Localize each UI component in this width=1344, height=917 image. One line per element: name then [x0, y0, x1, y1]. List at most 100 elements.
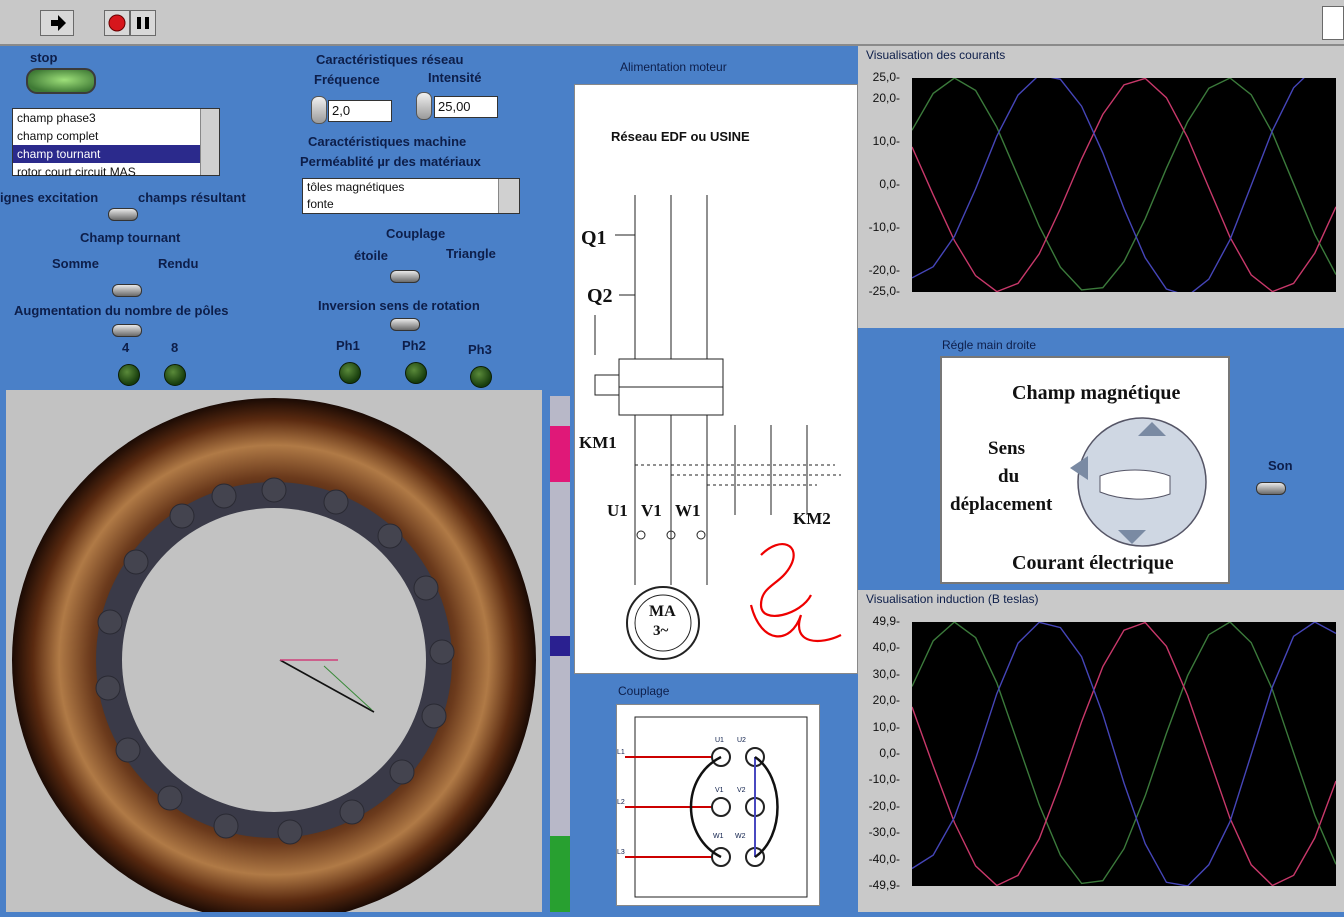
- pole-4-label: 4: [122, 340, 130, 355]
- wiring-diagram: [594, 195, 842, 660]
- ph3-label: Ph3: [468, 342, 492, 357]
- km2-label: KM2: [793, 509, 831, 528]
- ph2-label: Ph2: [402, 338, 426, 353]
- materials-scrollbar[interactable]: [498, 179, 519, 213]
- q1-label: Q1: [581, 227, 607, 249]
- run-button[interactable]: [40, 10, 74, 36]
- courant-label: Courant électrique: [1012, 552, 1174, 574]
- led-8-poles: [164, 364, 186, 386]
- regle-title: Régle main droite: [942, 338, 1037, 352]
- list-item[interactable]: tôles magnétiques: [307, 180, 405, 194]
- y-tick-label: -10,0-: [868, 772, 900, 787]
- champ-tournant-label: Champ tournant: [80, 230, 181, 245]
- series-line-1: [911, 77, 1337, 291]
- pause-icon: [137, 17, 149, 29]
- ma-label: MA: [649, 603, 676, 620]
- series-line-2: [911, 77, 1337, 293]
- u1-terminal: U1: [715, 737, 724, 744]
- frequence-spinner[interactable]: [311, 96, 327, 124]
- intensite-label: Intensité: [428, 70, 482, 85]
- stop-run-button[interactable]: [104, 10, 130, 36]
- phase-bar-c: [550, 636, 570, 656]
- w1-terminal: W1: [713, 833, 724, 840]
- v1-terminal: V1: [715, 787, 724, 794]
- pause-button[interactable]: [130, 10, 156, 36]
- courants-title: Visualisation des courants: [866, 48, 1006, 62]
- u1-label: U1: [607, 501, 628, 520]
- somme-label: Somme: [52, 256, 99, 271]
- q2-label: Q2: [587, 285, 613, 307]
- couplage-panel-title: Couplage: [618, 684, 670, 698]
- y-tick-label: 25,0-: [872, 70, 900, 84]
- y-tick-label: -40,0-: [868, 851, 900, 866]
- courants-plot: [911, 66, 1337, 297]
- bargraph: [550, 396, 570, 912]
- intensite-spinner[interactable]: [416, 92, 432, 120]
- y-tick-label: 0,0-: [879, 177, 900, 191]
- w2-terminal: W2: [735, 833, 746, 840]
- right-hand-rule-icon: [1070, 417, 1207, 547]
- list-item[interactable]: champ complet: [17, 129, 99, 143]
- frequence-label: Fréquence: [314, 72, 380, 87]
- y-tick-label: 0,0-: [879, 746, 900, 760]
- result-vector: [279, 659, 375, 713]
- machine-title: Caractéristiques machine: [308, 134, 467, 149]
- inversion-toggle[interactable]: [390, 318, 420, 331]
- stop-icon: [108, 14, 126, 32]
- intensite-input[interactable]: 25,00: [434, 96, 498, 118]
- w1-label: W1: [675, 501, 701, 520]
- alimentation-diagram: Réseau EDF ou USINE Q1 Q2 KM1 KM2 U1 V1 …: [574, 84, 858, 674]
- l2-label: L2: [617, 799, 625, 806]
- series-line-2: [911, 621, 1337, 887]
- display-mode-list[interactable]: champ phase3 champ complet champ tournan…: [12, 108, 220, 179]
- sens-label: Sens: [988, 438, 1025, 459]
- list-item[interactable]: rotor court circuit MAS: [17, 165, 136, 179]
- poles-toggle[interactable]: [112, 324, 142, 337]
- list-scrollbar[interactable]: [200, 109, 219, 175]
- y-tick-label: 20,0-: [872, 91, 900, 106]
- stator-illustration: [12, 398, 536, 917]
- led-ph1: [339, 362, 361, 384]
- courants-y-axis: 25,0- 20,0- 10,0- 0,0- -10,0- -20,0- -25,0-: [858, 70, 912, 298]
- triangle-label: Triangle: [446, 246, 496, 261]
- rendu-label: Rendu: [158, 256, 199, 271]
- series-line-3: [911, 621, 1337, 887]
- phase-bar-b: [550, 426, 570, 482]
- champ-label: Champ magnétique: [1012, 382, 1181, 404]
- inversion-label: Inversion sens de rotation: [318, 298, 480, 313]
- series-line-1: [911, 621, 1337, 885]
- frequence-input[interactable]: 2,0: [328, 100, 392, 122]
- y-tick-label: 20,0-: [872, 693, 900, 708]
- ma3-label: 3~: [653, 623, 669, 639]
- deplacement-label: déplacement: [950, 494, 1053, 515]
- l1-label: L1: [617, 749, 625, 756]
- son-toggle[interactable]: [1256, 482, 1286, 495]
- list-item[interactable]: champ tournant: [13, 145, 219, 163]
- somme-rendu-toggle[interactable]: [112, 284, 142, 297]
- y-tick-label: -25,0-: [868, 284, 900, 298]
- courants-chart: [911, 66, 1337, 297]
- y-tick-label: 10,0-: [872, 719, 900, 734]
- son-label: Son: [1268, 458, 1293, 473]
- materials-list[interactable]: tôles magnétiques fonte: [302, 178, 520, 214]
- y-tick-label: -49,9-: [868, 878, 900, 892]
- list-item[interactable]: champ phase3: [17, 111, 96, 125]
- reseau-label: Réseau EDF ou USINE: [611, 129, 750, 144]
- series-line-3: [911, 66, 1337, 297]
- list-item[interactable]: fonte: [307, 197, 334, 211]
- couplage-toggle[interactable]: [390, 270, 420, 283]
- stator-panel: [6, 390, 542, 917]
- arrow-right-icon: [51, 15, 66, 31]
- led-4-poles: [118, 364, 140, 386]
- excitation-toggle[interactable]: [108, 208, 138, 221]
- y-tick-label: -10,0-: [868, 219, 900, 234]
- stop-label: stop: [30, 50, 58, 65]
- alimentation-title: Alimentation moteur: [620, 60, 727, 74]
- etoile-label: étoile: [354, 248, 388, 263]
- l3-label: L3: [617, 849, 625, 856]
- y-tick-label: 10,0-: [872, 134, 900, 149]
- stop-button[interactable]: [26, 68, 96, 94]
- network-title: Caractéristiques réseau: [316, 52, 464, 67]
- v2-terminal: V2: [737, 787, 746, 794]
- y-tick-label: 30,0-: [872, 666, 900, 681]
